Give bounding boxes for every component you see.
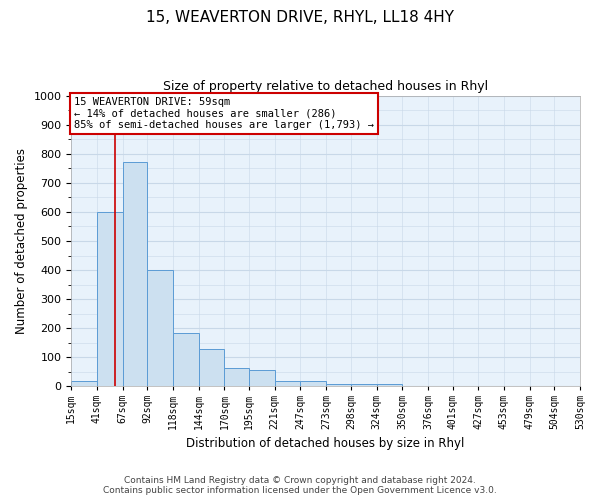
Bar	[122, 162, 148, 386]
Y-axis label: Number of detached properties: Number of detached properties	[15, 148, 28, 334]
X-axis label: Distribution of detached houses by size in Rhyl: Distribution of detached houses by size …	[187, 437, 465, 450]
Bar	[71, 380, 97, 386]
Bar	[249, 370, 275, 386]
Text: 15 WEAVERTON DRIVE: 59sqm
← 14% of detached houses are smaller (286)
85% of semi: 15 WEAVERTON DRIVE: 59sqm ← 14% of detac…	[74, 97, 374, 130]
Text: 15, WEAVERTON DRIVE, RHYL, LL18 4HY: 15, WEAVERTON DRIVE, RHYL, LL18 4HY	[146, 10, 454, 25]
Bar	[224, 368, 249, 386]
Bar	[301, 380, 326, 386]
Bar	[97, 212, 122, 386]
Bar	[351, 384, 377, 386]
Bar	[148, 270, 173, 386]
Bar	[199, 348, 224, 387]
Bar	[275, 380, 301, 386]
Bar	[173, 332, 199, 386]
Bar	[377, 384, 402, 386]
Text: Contains HM Land Registry data © Crown copyright and database right 2024.
Contai: Contains HM Land Registry data © Crown c…	[103, 476, 497, 495]
Bar	[326, 384, 351, 386]
Title: Size of property relative to detached houses in Rhyl: Size of property relative to detached ho…	[163, 80, 488, 93]
